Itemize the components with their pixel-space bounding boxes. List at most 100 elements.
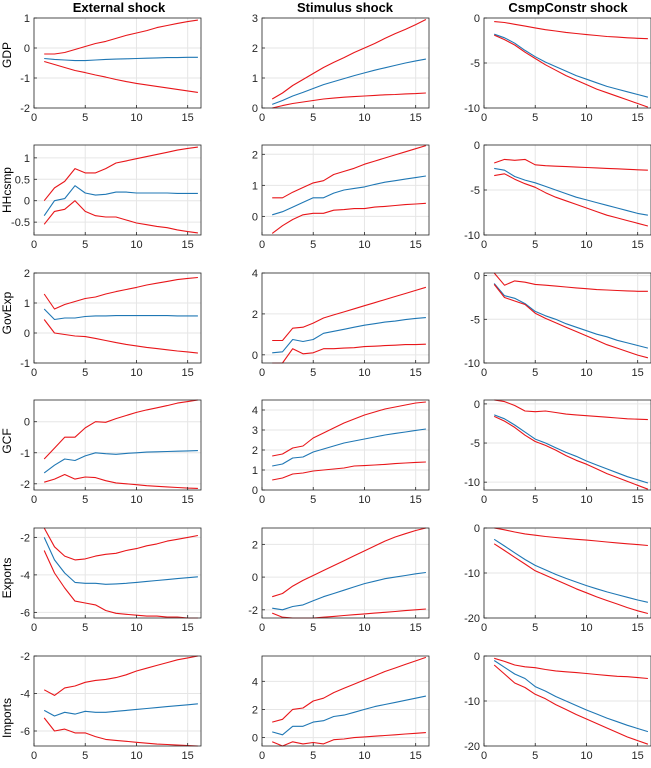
- plot-imports-stimulus-shock-xtick-label: 5: [310, 750, 316, 762]
- plot-gdp-external-shock-ytick-label: 0: [24, 43, 30, 55]
- plot-govexp-stimulus-shock-median-line: [272, 317, 426, 354]
- plot-govexp-external-shock-axes-box: [33, 272, 202, 364]
- plot-gdp-csmpconstr-shock-xtick-label: 10: [580, 112, 592, 124]
- plot-imports-csmpconstr-shock-upper-line: [494, 657, 648, 680]
- plot-govexp-stimulus-shock-upper-line: [272, 286, 427, 342]
- plot-govexp-csmpconstr-shock-xtick-label: 0: [481, 367, 487, 379]
- plot-exports-stimulus-shock-ytick-label: 2: [252, 539, 258, 551]
- plot-gdp-external-shock-axes-box: [33, 17, 202, 109]
- plot-gdp-stimulus-shock-ytick-label: 2: [252, 43, 258, 55]
- plot-imports-csmpconstr-shock-ytick-label: -10: [464, 696, 480, 708]
- plot-exports-stimulus-shock-lower-line: [271, 608, 426, 619]
- plot-gcf-stimulus-shock-axes-box: [261, 399, 430, 491]
- plot-gdp-external-shock-median-line: [44, 56, 198, 62]
- plot-imports-csmpconstr-shock-lower-line: [493, 664, 649, 745]
- plot-hhcsmp-external-shock-ytick-label: 1: [24, 153, 30, 165]
- plot-gdp-external-shock-ytick-label: -1: [20, 73, 30, 85]
- plot-imports-stimulus-shock-ytick-label: 2: [252, 704, 258, 716]
- plot-govexp-external-shock-xtick-label: 5: [82, 367, 88, 379]
- plot-hhcsmp-stimulus-shock-axes-box: [261, 144, 430, 236]
- plot-gdp-stimulus-shock-ytick-label: 3: [252, 13, 258, 25]
- plot-govexp-stimulus-shock-axes-box: [261, 272, 430, 364]
- plot-imports-external-shock-xtick-label: 0: [31, 750, 37, 762]
- plot-gcf-csmpconstr-shock-xtick-label: 5: [532, 494, 538, 506]
- plot-gdp-csmpconstr-shock-xtick-label: 15: [632, 112, 644, 124]
- plot-gcf-stimulus-shock-upper-line: [272, 401, 426, 457]
- plot-gdp-external-shock-ytick-label: -2: [20, 103, 30, 115]
- plot-imports-csmpconstr-shock-xtick-label: 10: [580, 750, 592, 762]
- plot-hhcsmp-external-shock-lower-line: [43, 200, 198, 234]
- plot-gdp-stimulus-shock-xtick-label: 0: [259, 112, 265, 124]
- plot-imports-external-shock-median-line: [43, 703, 198, 717]
- plot-gcf-stimulus-shock-ytick-label: 0: [252, 485, 258, 497]
- plot-imports-external-shock-ytick-label: -4: [20, 689, 30, 701]
- plot-govexp-csmpconstr-shock-xtick-label: 5: [532, 367, 538, 379]
- plot-exports-stimulus-shock-xtick-label: 10: [358, 622, 370, 634]
- plot-exports-external-shock-median-line: [43, 537, 198, 585]
- plot-gdp-stimulus-shock-median-line: [272, 58, 426, 105]
- plot-exports-csmpconstr-shock-xtick-label: 15: [632, 622, 644, 634]
- plot-hhcsmp-csmpconstr-shock-xtick-label: 15: [632, 239, 644, 251]
- plot-govexp-stimulus-shock-xtick-label: 0: [259, 367, 265, 379]
- plot-gcf-external-shock-lower-line: [44, 473, 198, 489]
- plot-gdp-csmpconstr-shock-upper-line: [494, 21, 648, 40]
- plot-imports-stimulus-shock-xtick-label: 15: [410, 750, 422, 762]
- plot-hhcsmp-stimulus-shock-upper-line: [272, 145, 427, 199]
- plot-gcf-csmpconstr-shock-xtick-label: 15: [632, 494, 644, 506]
- plot-imports-csmpconstr-shock-median-line: [493, 660, 649, 733]
- plot-imports-external-shock-xtick-label: 5: [82, 750, 88, 762]
- plot-govexp-csmpconstr-shock-lower-line: [493, 284, 649, 359]
- plot-gdp-external-shock-xtick-label: 15: [182, 112, 194, 124]
- plot-gdp-csmpconstr-shock-ytick-label: -10: [464, 103, 480, 115]
- plot-imports-external-shock-xtick-label: 10: [130, 750, 142, 762]
- plot-gdp-stimulus-shock-axes-box: [261, 17, 430, 109]
- plot-exports-stimulus-shock-axes-box: [261, 527, 430, 619]
- plot-gdp-external-shock-xtick-label: 5: [82, 112, 88, 124]
- plot-imports-external-shock-xtick-label: 15: [182, 750, 194, 762]
- plot-exports-stimulus-shock-xtick-label: 15: [410, 622, 422, 634]
- plot-hhcsmp-csmpconstr-shock-ytick-label: -10: [464, 230, 480, 242]
- plot-govexp-external-shock-xtick-label: 0: [31, 367, 37, 379]
- plot-exports-external-shock-xtick-label: 10: [130, 622, 142, 634]
- plot-gcf-stimulus-shock-ytick-label: 4: [252, 405, 258, 417]
- plot-govexp-external-shock-ytick-label: 0: [24, 328, 30, 340]
- plot-hhcsmp-external-shock-upper-line: [43, 146, 198, 202]
- plot-imports-external-shock-lower-line: [43, 717, 198, 747]
- plot-exports-stimulus-shock-xtick-label: 5: [310, 622, 316, 634]
- plot-hhcsmp-csmpconstr-shock-xtick-label: 10: [580, 239, 592, 251]
- plot-imports-csmpconstr-shock-xtick-label: 15: [632, 750, 644, 762]
- plot-imports-stimulus-shock-axes-box: [261, 655, 430, 747]
- plot-exports-external-shock-xtick-label: 5: [82, 622, 88, 634]
- plot-hhcsmp-stimulus-shock-ytick-label: 2: [252, 149, 258, 161]
- plot-hhcsmp-external-shock-ytick-label: 0: [24, 196, 30, 208]
- plot-hhcsmp-csmpconstr-shock-xtick-label: 5: [532, 239, 538, 251]
- plot-exports-external-shock-ytick-label: -4: [20, 570, 30, 582]
- plot-hhcsmp-csmpconstr-shock-upper-line: [494, 158, 648, 171]
- plot-gcf-external-shock-ytick-label: -1: [20, 448, 30, 460]
- plot-exports-external-shock-ytick-label: -2: [20, 532, 30, 544]
- plot-hhcsmp-external-shock-median-line: [43, 185, 198, 217]
- plot-gcf-csmpconstr-shock-median-line: [494, 414, 649, 484]
- plot-gdp-external-shock-upper-line: [44, 19, 198, 55]
- plot-gdp-stimulus-shock-ytick-label: 0: [252, 103, 258, 115]
- plot-exports-csmpconstr-shock-xtick-label: 0: [481, 622, 487, 634]
- plot-gdp-stimulus-shock-lower-line: [272, 92, 426, 109]
- plot-exports-stimulus-shock-ytick-label: -2: [248, 605, 258, 617]
- plot-govexp-stimulus-shock-ytick-label: 0: [252, 350, 258, 362]
- plot-exports-stimulus-shock-median-line: [272, 571, 426, 611]
- plot-govexp-external-shock-ytick-label: 2: [24, 268, 30, 280]
- column-title-csmpconstr: CsmpConstr shock: [508, 0, 628, 15]
- plot-govexp-external-shock-xtick-label: 15: [182, 367, 194, 379]
- plot-gcf-stimulus-shock-xtick-label: 0: [259, 494, 265, 506]
- plot-gcf-stimulus-shock-xtick-label: 10: [358, 494, 370, 506]
- plot-govexp-stimulus-shock-lower-line: [272, 343, 426, 364]
- plot-gcf-external-shock-median-line: [43, 450, 198, 474]
- plot-gdp-csmpconstr-shock-xtick-label: 5: [532, 112, 538, 124]
- plot-hhcsmp-csmpconstr-shock-lower-line: [494, 173, 649, 227]
- plot-gcf-stimulus-shock-xtick-label: 5: [310, 494, 316, 506]
- plot-gdp-stimulus-shock-xtick-label: 15: [410, 112, 422, 124]
- plot-imports-stimulus-shock-xtick-label: 10: [358, 750, 370, 762]
- plot-govexp-external-shock-lower-line: [43, 319, 198, 354]
- plot-hhcsmp-csmpconstr-shock-median-line: [494, 167, 648, 216]
